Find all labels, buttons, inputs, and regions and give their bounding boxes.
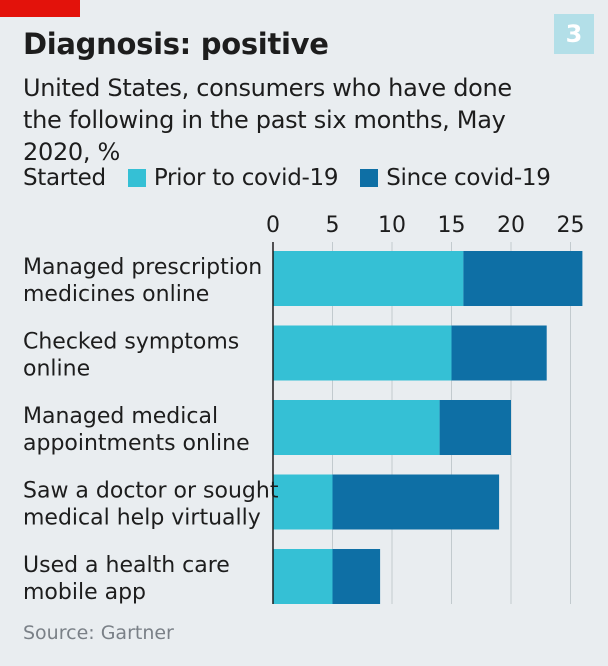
source-note: Source: Gartner <box>23 622 174 644</box>
x-tick-label: 5 <box>326 213 340 238</box>
legend-swatch-since <box>360 169 379 187</box>
legend: Started Prior to covid-19 Since covid-19 <box>23 163 551 193</box>
bar-segment-since <box>332 549 381 604</box>
category-label: Managed prescription medicines online <box>23 255 262 307</box>
legend-label-prior: Prior to covid-19 <box>153 165 339 191</box>
category-label: Managed medical appointments online <box>23 404 250 456</box>
legend-heading: Started <box>23 165 106 191</box>
chart-title: Diagnosis: positive <box>23 27 329 61</box>
bar-segment-prior <box>273 325 452 381</box>
bar-segment-prior <box>273 251 464 306</box>
category-label: Used a health care mobile app <box>23 553 230 605</box>
x-tick-label: 20 <box>497 213 525 238</box>
chart-number-badge: 3 <box>554 14 594 54</box>
bar-segment-since <box>439 400 511 455</box>
category-label: Checked symptoms online <box>23 330 239 382</box>
bar-segment-since <box>451 325 547 381</box>
bar-segment-since <box>463 251 583 306</box>
legend-item-prior: Prior to covid-19 <box>127 165 339 191</box>
category-label: Saw a doctor or sought medical help virtu… <box>23 479 279 531</box>
x-tick-label: 0 <box>266 213 280 238</box>
bar-segment-prior <box>273 400 440 455</box>
legend-item-since: Since covid-19 <box>360 165 551 191</box>
x-tick-label: 10 <box>378 213 406 238</box>
x-tick-label: 25 <box>557 213 585 238</box>
legend-label-since: Since covid-19 <box>386 165 551 191</box>
bar-segment-since <box>332 474 500 530</box>
brand-red-tag <box>0 0 80 17</box>
chart-subtitle: United States, consumers who have done t… <box>23 74 512 166</box>
bar-segment-prior <box>273 549 333 604</box>
legend-swatch-prior <box>127 169 146 187</box>
bar-segment-prior <box>273 474 333 530</box>
x-tick-label: 15 <box>438 213 466 238</box>
